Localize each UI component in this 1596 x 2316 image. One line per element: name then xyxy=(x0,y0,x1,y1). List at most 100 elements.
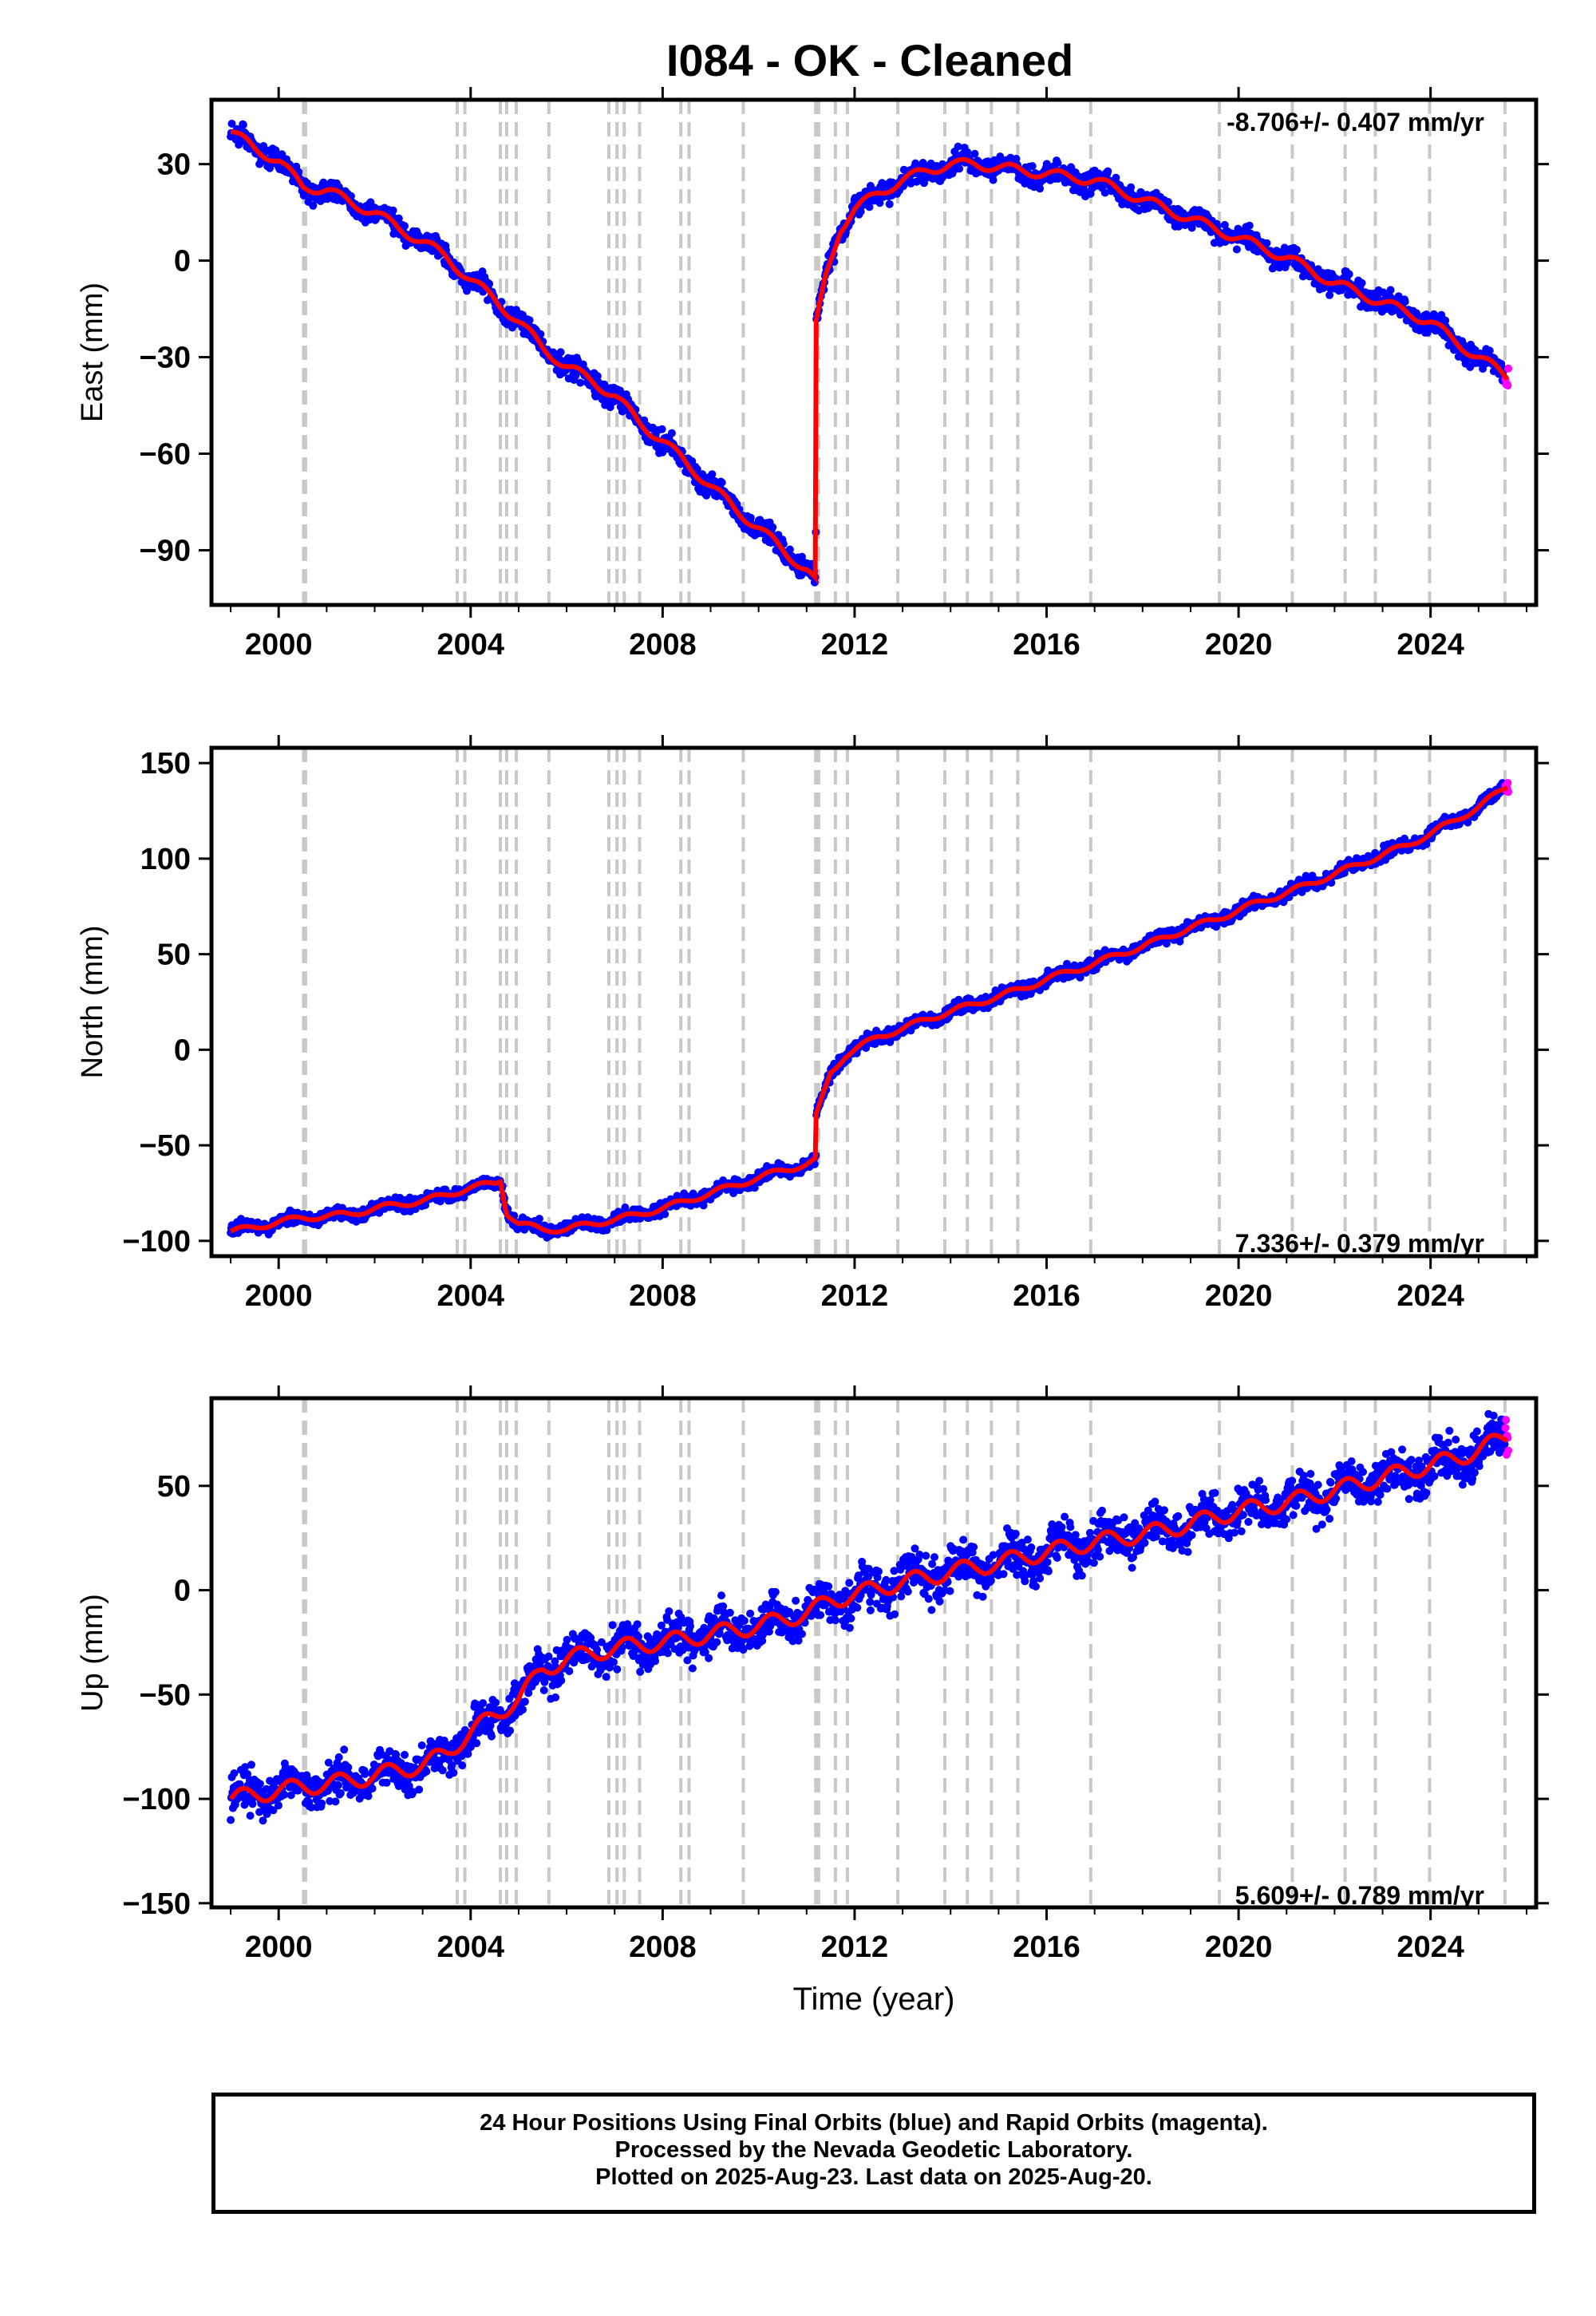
final-orbit-point xyxy=(227,120,236,128)
final-orbit-point xyxy=(361,1770,369,1778)
x-tick-label: 2012 xyxy=(821,628,889,662)
final-orbit-point xyxy=(1345,270,1353,279)
y-tick-label: −90 xyxy=(140,534,191,567)
x-tick-label: 2000 xyxy=(245,1279,313,1313)
final-orbit-point xyxy=(693,464,701,473)
y-tick-label: −30 xyxy=(140,342,191,375)
final-orbit-point xyxy=(309,201,318,210)
final-orbit-point xyxy=(246,1812,255,1820)
final-orbit-point xyxy=(1386,286,1395,294)
final-orbit-point xyxy=(334,1753,343,1761)
final-orbit-point xyxy=(1012,155,1021,163)
y-tick-label: −100 xyxy=(122,1225,191,1259)
x-tick-label: 2008 xyxy=(629,628,697,662)
final-orbit-point xyxy=(401,1750,409,1759)
final-orbit-point xyxy=(875,199,884,207)
final-orbit-point xyxy=(556,348,565,357)
final-orbit-point xyxy=(658,425,666,433)
final-orbit-point xyxy=(1485,346,1494,355)
final-orbit-point xyxy=(970,149,979,158)
y-tick-label: 150 xyxy=(140,747,191,781)
final-orbit-point xyxy=(1053,159,1062,168)
final-orbit-point xyxy=(1127,183,1136,192)
y-axis-label: North (mm) xyxy=(76,925,109,1078)
x-tick-label: 2000 xyxy=(245,628,313,662)
daily-position-dots xyxy=(227,779,1513,1242)
final-orbit-point xyxy=(865,203,874,211)
final-orbit-point xyxy=(708,470,717,479)
final-orbit-point xyxy=(1118,200,1127,209)
final-orbit-point xyxy=(785,545,794,554)
final-orbit-point xyxy=(275,1801,282,1810)
rapid-orbit-point xyxy=(1503,381,1512,390)
velocity-rate-label: -8.706+/- 0.407 mm/yr xyxy=(1227,108,1484,136)
final-orbit-point xyxy=(331,1797,340,1806)
final-orbit-point xyxy=(334,1780,342,1789)
y-tick-label: 30 xyxy=(157,148,191,182)
final-orbit-point xyxy=(1028,162,1037,171)
final-orbit-point xyxy=(318,1799,326,1808)
final-orbit-point xyxy=(247,1761,255,1769)
final-orbit-point xyxy=(1400,298,1409,306)
final-orbit-point xyxy=(394,214,403,223)
velocity-rate-label: 7.336+/- 0.379 mm/yr xyxy=(1235,1229,1484,1258)
final-orbit-point xyxy=(710,476,719,485)
final-orbit-point xyxy=(255,1780,264,1788)
panel-east: 2000 2004 2008 2012 2016 2020 2024 30 0 −30 −60 −90… xyxy=(76,87,1549,662)
x-tick-label: 2020 xyxy=(1205,1279,1273,1313)
final-orbit-point xyxy=(344,1763,353,1772)
final-orbit-point xyxy=(885,200,894,208)
y-tick-label: −60 xyxy=(140,438,191,472)
final-orbit-point xyxy=(1036,184,1045,193)
x-tick-label: 2012 xyxy=(821,1279,889,1313)
final-orbit-point xyxy=(368,1784,377,1792)
y-axis-label: East (mm) xyxy=(76,283,109,422)
y-tick-label: 100 xyxy=(140,843,191,876)
final-orbit-point xyxy=(1262,239,1271,247)
final-orbit-point xyxy=(1100,188,1109,197)
x-tick-label: 2004 xyxy=(437,1279,505,1313)
daily-position-dots xyxy=(227,120,1513,587)
final-orbit-point xyxy=(576,378,585,387)
final-orbit-point xyxy=(525,316,534,325)
final-orbit-point xyxy=(389,206,397,215)
x-tick-label: 2016 xyxy=(1013,628,1080,662)
final-orbit-point xyxy=(239,121,247,129)
final-orbit-point xyxy=(280,1790,289,1799)
final-orbit-point xyxy=(856,207,865,216)
rapid-orbit-point xyxy=(1503,779,1512,787)
panel-north: 2000 2004 2008 2012 2016 2020 2024150100500−50… xyxy=(76,735,1549,1313)
chart-title: I084 - OK - Cleaned xyxy=(666,35,1073,85)
x-tick-label: 2024 xyxy=(1396,628,1464,662)
final-orbit-point xyxy=(1293,246,1301,254)
plot-frame xyxy=(209,97,1539,607)
final-orbit-point xyxy=(230,1769,239,1777)
final-orbit-point xyxy=(1232,245,1241,254)
final-orbit-point xyxy=(401,222,409,231)
final-orbit-point xyxy=(1325,290,1334,299)
final-orbit-point xyxy=(382,1778,391,1787)
final-orbit-point xyxy=(1164,198,1172,207)
final-orbit-point xyxy=(536,330,545,338)
x-tick-label: 2016 xyxy=(1013,1279,1080,1313)
final-orbit-point xyxy=(1080,184,1088,193)
final-orbit-point xyxy=(535,1215,543,1223)
model-fit-line xyxy=(229,785,1509,1235)
final-orbit-point xyxy=(227,1816,235,1824)
daily-position-dots xyxy=(227,1409,1513,1825)
final-orbit-point xyxy=(340,1745,349,1754)
x-tick-label: 2008 xyxy=(629,1279,697,1313)
y-tick-label: 0 xyxy=(174,245,191,279)
panel-up: 2000 2004 2008 2012 2016 2020 2024500−50−100−1… xyxy=(76,1385,1549,2017)
final-orbit-point xyxy=(989,176,998,184)
y-tick-label: 50 xyxy=(157,939,191,972)
final-orbit-point xyxy=(954,142,962,151)
x-tick-label: 2024 xyxy=(1396,1279,1464,1313)
x-tick-label: 2020 xyxy=(1205,628,1273,662)
rapid-orbit-point xyxy=(1504,364,1513,373)
final-orbit-point xyxy=(1245,221,1254,230)
x-tick-label: 2004 xyxy=(437,628,505,662)
plot-frame xyxy=(209,745,1539,1259)
final-orbit-point xyxy=(746,513,755,522)
